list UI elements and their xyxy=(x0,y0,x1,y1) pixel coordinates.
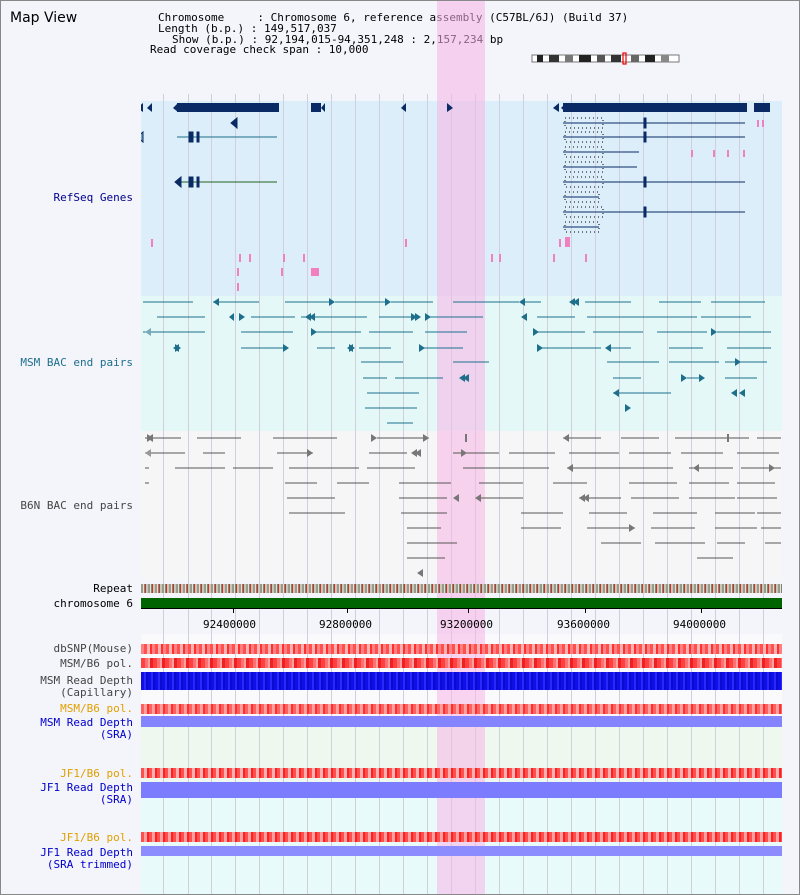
track-label-msm-depth-sub: (Capillary) xyxy=(60,686,133,699)
track-label-msm-depth: MSM Read Depth xyxy=(40,716,133,729)
jf1-pol1-track[interactable] xyxy=(141,768,782,778)
track-label-jf1-depth: JF1 Read Depth xyxy=(40,781,133,794)
msm-pol2-track[interactable] xyxy=(141,704,782,714)
axis-tick-label: 93200000 xyxy=(440,618,493,631)
axis-line xyxy=(141,608,782,609)
track-label-chromosome: chromosome 6 xyxy=(53,597,133,610)
b6n-bac-glyphs[interactable] xyxy=(141,94,782,894)
track-label-refseq: RefSeq Genes xyxy=(53,191,133,204)
refseq-genes-glyphs[interactable] xyxy=(141,94,782,894)
repeat-track[interactable] xyxy=(141,584,782,593)
msm-bac-glyphs[interactable] xyxy=(141,94,782,894)
chromosome-ideogram[interactable] xyxy=(529,52,684,66)
track-label-jf1-depth-sub: (SRA trimmed) xyxy=(46,858,133,871)
jf1-depth-sra-track[interactable] xyxy=(141,782,782,798)
msm-pol1-track[interactable] xyxy=(141,658,782,668)
chromosome-bar[interactable] xyxy=(141,598,782,608)
track-label-b6n-bac: B6N BAC end pairs xyxy=(20,499,133,512)
dbsnp-track[interactable] xyxy=(141,644,782,654)
track-label-msm-bac: MSM BAC end pairs xyxy=(20,356,133,369)
axis-tick-label: 92800000 xyxy=(319,618,372,631)
header-length: Length (b.p.) : 149,517,037 xyxy=(158,22,337,35)
track-label-msm-depth: MSM Read Depth xyxy=(40,674,133,687)
msm-depth-capillary-track[interactable] xyxy=(141,672,782,690)
track-label-dbsnp: dbSNP(Mouse) xyxy=(53,642,133,655)
track-label-jf1-depth: JF1 Read Depth xyxy=(40,846,133,859)
track-label-msm-depth-sub: (SRA) xyxy=(99,728,133,741)
track-label-msm-pol: MSM/B6 pol. xyxy=(60,657,133,670)
axis-tick-label: 92400000 xyxy=(203,618,256,631)
track-label-msm-pol: MSM/B6 pol. xyxy=(60,702,133,715)
track-label-jf1-pol: JF1/B6 pol. xyxy=(60,831,133,844)
track-label-repeat: Repeat xyxy=(93,582,133,595)
axis-tick-label: 93600000 xyxy=(557,618,610,631)
msm-depth-sra-track[interactable] xyxy=(141,716,782,727)
highlight-region[interactable] xyxy=(437,1,485,894)
jf1-depth-trimmed-track[interactable] xyxy=(141,846,782,856)
track-label-jf1-pol: JF1/B6 pol. xyxy=(60,767,133,780)
jf1-pol2-track[interactable] xyxy=(141,832,782,842)
map-view-title: Map View xyxy=(10,10,78,26)
track-label-jf1-depth-sub: (SRA) xyxy=(99,793,133,806)
genome-track-area[interactable] xyxy=(141,1,782,894)
header-coverage-span: Read coverage check span : 10,000 xyxy=(150,43,369,56)
axis-tick-label: 94000000 xyxy=(673,618,726,631)
